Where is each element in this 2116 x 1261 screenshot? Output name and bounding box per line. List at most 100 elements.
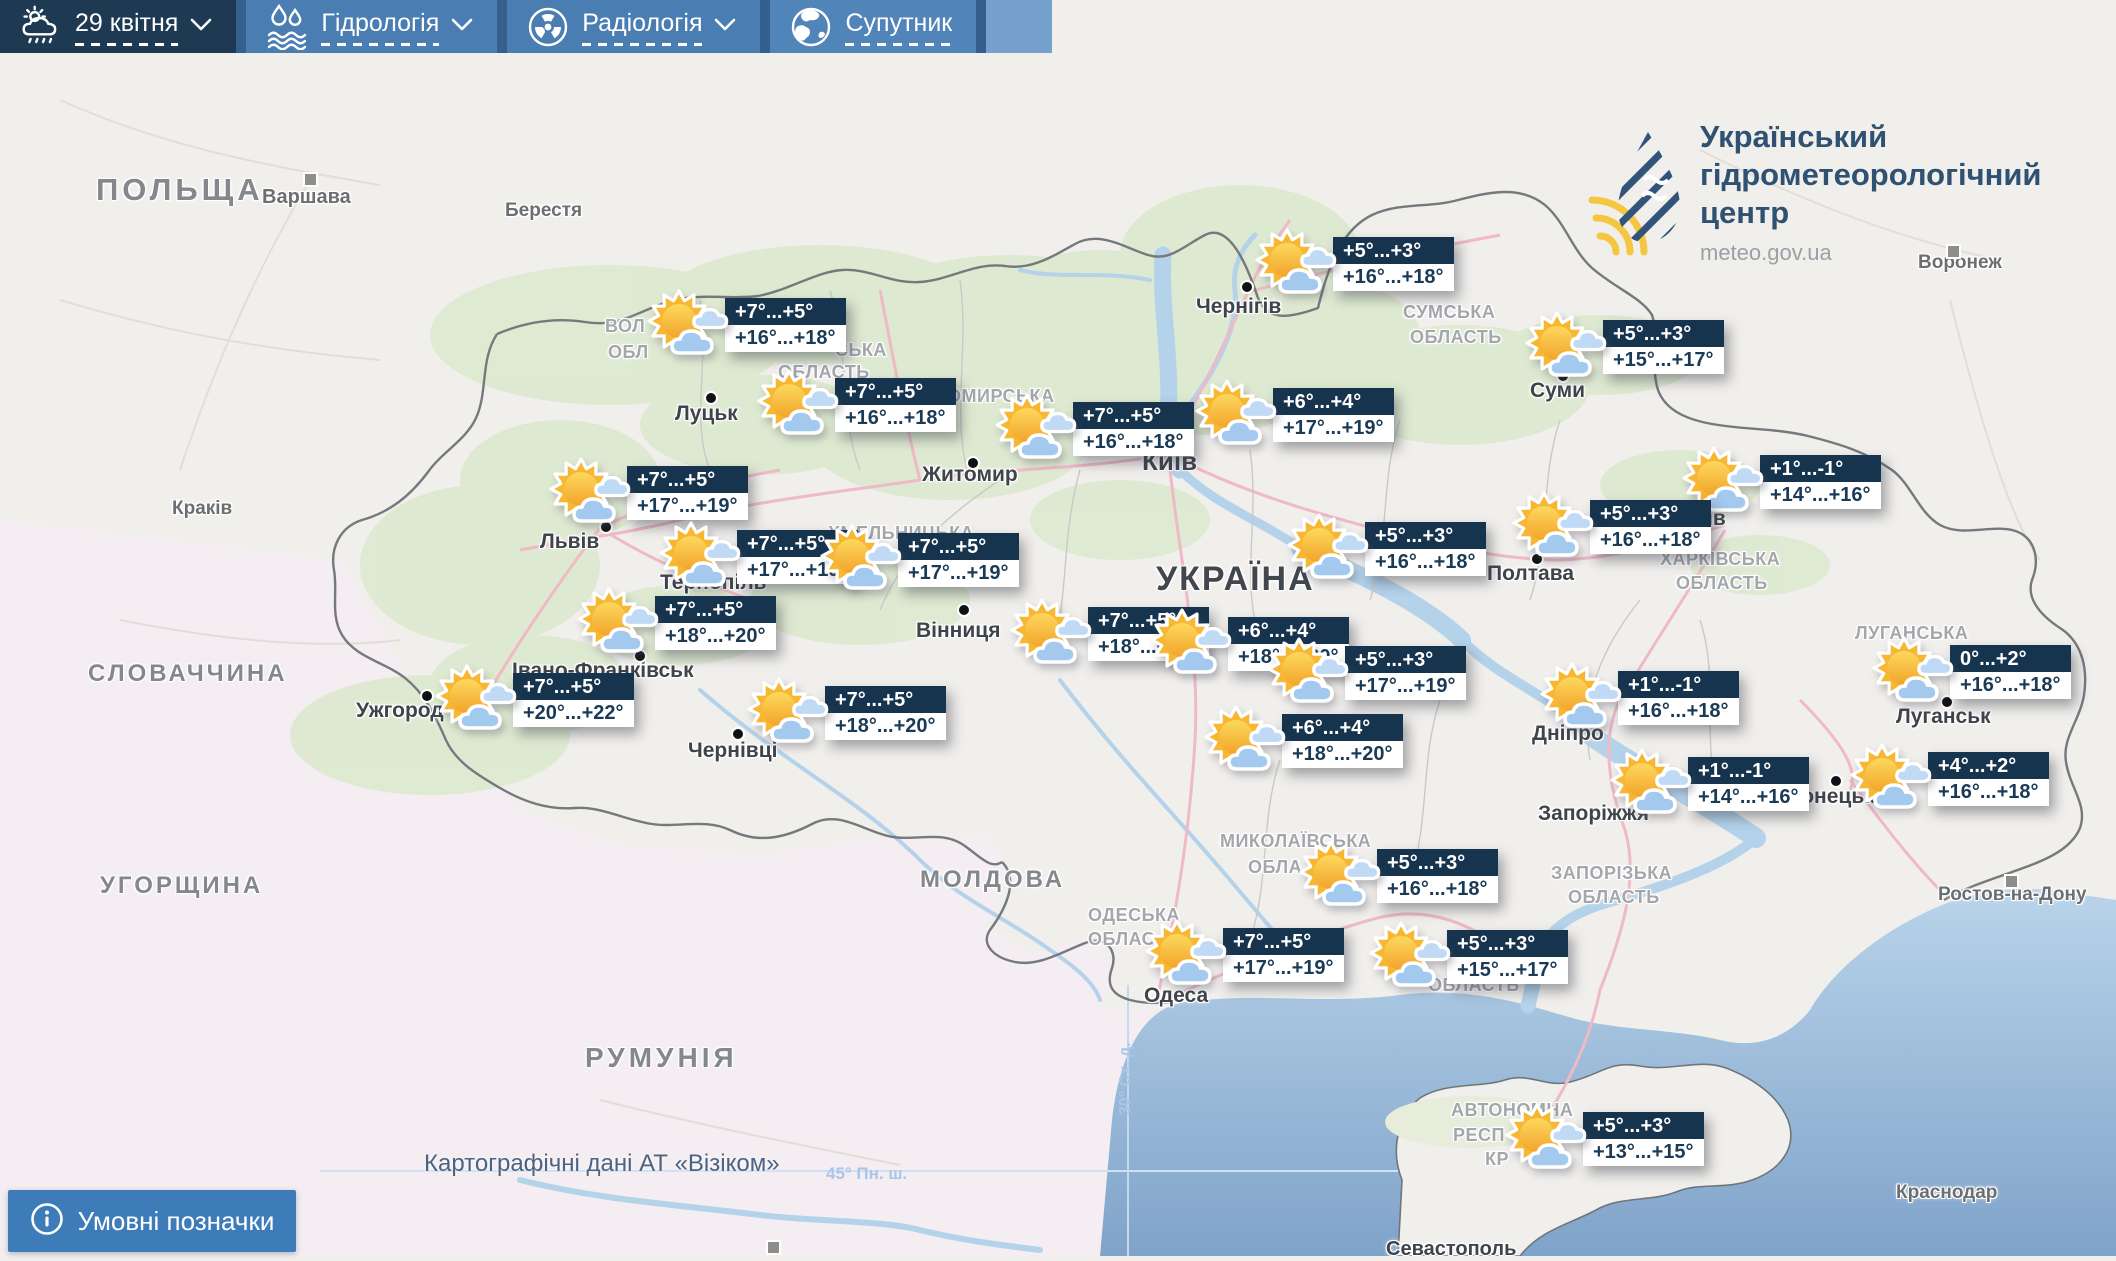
- toolbar-button-hydrology[interactable]: Гідрологія: [246, 0, 498, 53]
- temperature-badge: +5°...+3° +15°...+17°: [1447, 930, 1568, 984]
- region-label: ЛУГАНСЬКА: [1855, 623, 1969, 643]
- night-temperature: +5°...+3°: [1603, 320, 1724, 347]
- sun-cloud-icon: [1868, 635, 1956, 718]
- day-temperature: +16°...+18°: [1928, 779, 2049, 806]
- temperature-badge: +1°...-1° +14°...+16°: [1760, 455, 1881, 509]
- city-marker: [704, 391, 718, 405]
- night-temperature: +7°...+5°: [725, 298, 846, 325]
- weather-station: +5°...+3° +16°...+18°: [1299, 840, 1498, 906]
- day-temperature: +16°...+18°: [1377, 876, 1498, 903]
- city-label: Варшава: [262, 186, 351, 208]
- info-icon: [30, 1202, 64, 1241]
- toolbar-button-label: Супутник: [845, 7, 953, 46]
- temperature-badge: +7°...+5° +17°...+19°: [627, 466, 748, 520]
- sun-cloud-icon: [655, 520, 743, 603]
- toolbar-button-date[interactable]: 29 квітня: [0, 0, 237, 53]
- legend-button-label: Умовні позначки: [77, 1205, 275, 1236]
- weather-station: +7°...+5° +17°...+19°: [549, 457, 748, 523]
- city-marker: [1946, 244, 1961, 259]
- day-temperature: +15°...+17°: [1603, 347, 1724, 374]
- night-temperature: +7°...+5°: [835, 378, 956, 405]
- ukraine-border: [331, 190, 2087, 1005]
- night-temperature: +4°...+2°: [1928, 752, 2049, 779]
- legend-button[interactable]: Умовні позначки: [8, 1190, 296, 1252]
- map-attribution: Картографічні дані АТ «Візіком»: [424, 1150, 780, 1177]
- day-temperature: +18°...+20°: [1282, 741, 1403, 768]
- weather-station: +5°...+3° +16°...+18°: [1255, 228, 1454, 294]
- day-temperature: +16°...+18°: [835, 405, 956, 432]
- night-temperature: +7°...+5°: [655, 596, 776, 623]
- city-marker: [766, 1240, 781, 1255]
- night-temperature: 0°...+2°: [1950, 645, 2071, 672]
- region-label: ВОЛ: [605, 316, 646, 336]
- region-label: ОБЛ: [608, 342, 649, 362]
- day-temperature: +17°...+19°: [898, 560, 1019, 587]
- night-temperature: +7°...+5°: [898, 533, 1019, 560]
- day-temperature: +17°...+19°: [1273, 415, 1394, 442]
- weather-station: +7°...+5° +18°...+20°: [577, 587, 776, 653]
- sun-cloud-icon: [1508, 490, 1596, 573]
- toolbar-button-radiology[interactable]: Радіологія: [507, 0, 761, 53]
- day-temperature: +16°...+18°: [1365, 549, 1486, 576]
- region-label: ЗАПОРІЗЬКА: [1551, 863, 1673, 883]
- city-label: Вінниця: [916, 619, 1001, 642]
- city-label: Ужгород: [356, 699, 444, 722]
- sun-cloud-icon: [1846, 742, 1934, 825]
- day-temperature: +16°...+18°: [1590, 527, 1711, 554]
- sun-cloud-icon: [1146, 607, 1234, 690]
- day-temperature: +17°...+19°: [1345, 673, 1466, 700]
- night-temperature: +5°...+3°: [1365, 522, 1486, 549]
- city-label: Одеса: [1144, 984, 1209, 1007]
- sun-cloud-icon: [573, 586, 661, 669]
- city-label: Краснодар: [1896, 1182, 1998, 1203]
- weather-station: +7°...+5° +17°...+19°: [1145, 919, 1344, 985]
- temperature-badge: +7°...+5° +17°...+19°: [1223, 928, 1344, 982]
- water-drops-icon: [266, 3, 308, 50]
- weather-station: +1°...-1° +14°...+16°: [1610, 748, 1809, 814]
- city-marker: [1829, 774, 1843, 788]
- sun-cloud-icon: [1536, 661, 1624, 744]
- temperature-badge: +5°...+3° +16°...+18°: [1590, 500, 1711, 554]
- sun-cloud-icon: [1501, 1102, 1589, 1185]
- region-label: ОБЛАС: [1088, 929, 1156, 949]
- night-temperature: +7°...+5°: [513, 673, 634, 700]
- logo-site-url[interactable]: meteo.gov.ua: [1700, 240, 1832, 265]
- sun-cloud-icon: [743, 676, 831, 759]
- city-label: Ростов-на-Дону: [1938, 884, 2087, 905]
- sun-cloud-icon: [991, 392, 1079, 475]
- temperature-badge: +5°...+3° +15°...+17°: [1603, 320, 1724, 374]
- temperature-badge: +7°...+5° +16°...+18°: [725, 298, 846, 352]
- logo-title-line3: центр: [1700, 195, 1790, 230]
- day-temperature: +14°...+16°: [1688, 784, 1809, 811]
- weather-station: +5°...+3° +15°...+17°: [1369, 921, 1568, 987]
- hydromet-drop-icon: [1588, 132, 1681, 256]
- sun-cloud-icon: [545, 456, 633, 539]
- sun-cloud-icon: [1678, 445, 1766, 528]
- night-temperature: +5°...+3°: [1590, 500, 1711, 527]
- day-temperature: +16°...+18°: [1950, 672, 2071, 699]
- city-label: Берестя: [505, 200, 583, 221]
- toolbar-button-satellite[interactable]: Супутник: [770, 0, 977, 53]
- weather-station: +5°...+3° +13°...+15°: [1505, 1103, 1704, 1169]
- night-temperature: +7°...+5°: [1073, 402, 1194, 429]
- country-label: РУМУНІЯ: [585, 1042, 738, 1073]
- foreign-roads: [59, 99, 2041, 1166]
- weather-station: +5°...+3° +15°...+17°: [1525, 311, 1724, 377]
- uhmc-logo: Український гідрометеорологічний центр m…: [1586, 118, 2041, 268]
- city-label: Луцьк: [675, 402, 738, 425]
- sun-cloud-icon: [1200, 704, 1288, 787]
- chevron-down-icon: [451, 18, 473, 35]
- day-temperature: +17°...+19°: [627, 493, 748, 520]
- day-temperature: +18°...+20°: [655, 623, 776, 650]
- city-label: Чернівці: [688, 739, 778, 762]
- longitude-label: 30° Сх. д.: [1117, 1042, 1134, 1115]
- country-label: ПОЛЬЩА: [96, 172, 264, 207]
- city-label: Запоріжжя: [1538, 802, 1650, 825]
- day-temperature: +17°...+19°: [1223, 955, 1344, 982]
- city-marker: [420, 689, 434, 703]
- weather-station: +7°...+5° +16°...+18°: [995, 393, 1194, 459]
- sun-cloud-icon: [1006, 597, 1094, 680]
- day-temperature: +16°...+18°: [725, 325, 846, 352]
- temperature-badge: +5°...+3° +16°...+18°: [1333, 237, 1454, 291]
